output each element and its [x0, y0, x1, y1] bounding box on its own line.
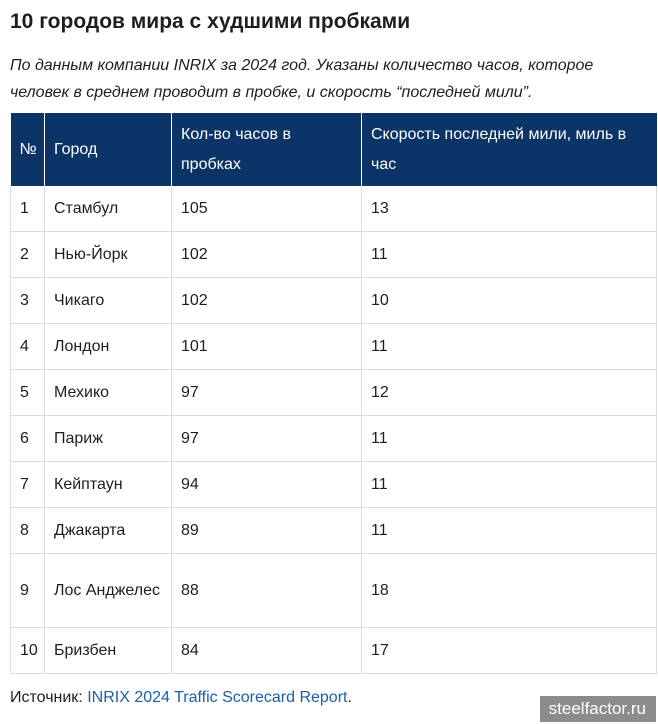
cell-city: Париж — [44, 415, 172, 462]
cell-city: Лос Анджелес — [44, 553, 172, 628]
cell-city: Чикаго — [44, 277, 172, 324]
cell-speed: 11 — [361, 231, 657, 278]
cell-number: 5 — [10, 369, 45, 416]
page-subtitle: По данным компании INRIX за 2024 год. Ук… — [10, 57, 594, 101]
cell-hours: 97 — [171, 415, 362, 462]
source-line: Источник: INRIX 2024 Traffic Scorecard R… — [10, 686, 352, 710]
cell-city: Кейптаун — [44, 461, 172, 508]
table-header-row: № Город Кол-во часов в пробках Скорость … — [10, 113, 657, 186]
cell-hours: 94 — [171, 461, 362, 508]
cell-number: 6 — [10, 415, 45, 462]
cell-speed: 11 — [361, 415, 657, 462]
header-speed: Скорость последней мили, миль в час — [361, 113, 657, 186]
cell-hours: 102 — [171, 231, 362, 278]
table-row: 3 Чикаго 102 10 — [10, 277, 657, 324]
cell-number: 3 — [10, 277, 45, 324]
source-suffix: . — [347, 689, 352, 706]
cell-speed: 13 — [361, 186, 657, 232]
cell-hours: 84 — [171, 627, 362, 674]
cell-city: Нью-Йорк — [44, 231, 172, 278]
cell-hours: 105 — [171, 186, 362, 232]
table-row: 5 Мехико 97 12 — [10, 369, 657, 416]
cell-hours: 88 — [171, 553, 362, 628]
cell-speed: 17 — [361, 627, 657, 674]
cell-speed: 11 — [361, 461, 657, 508]
watermark: steelfactor.ru — [539, 696, 656, 722]
table-row: 4 Лондон 101 11 — [10, 323, 657, 370]
table-row: 10 Бризбен 84 17 — [10, 627, 657, 674]
cell-number: 2 — [10, 231, 45, 278]
cell-number: 1 — [10, 186, 45, 232]
cell-number: 9 — [10, 553, 45, 628]
cell-speed: 12 — [361, 369, 657, 416]
cell-hours: 101 — [171, 323, 362, 370]
source-label: Источник: — [10, 689, 88, 706]
cell-city: Стамбул — [44, 186, 172, 232]
cell-speed: 10 — [361, 277, 657, 324]
cell-number: 8 — [10, 507, 45, 554]
cell-number: 4 — [10, 323, 45, 370]
traffic-table: № Город Кол-во часов в пробках Скорость … — [10, 113, 657, 674]
cell-speed: 11 — [361, 323, 657, 370]
cell-city: Лондон — [44, 323, 172, 370]
page-title: 10 городов мира с худшими пробками — [10, 10, 411, 33]
cell-number: 10 — [10, 627, 45, 674]
table-row: 1 Стамбул 105 13 — [10, 186, 657, 232]
table-row: 7 Кейптаун 94 11 — [10, 461, 657, 508]
source-link[interactable]: INRIX 2024 Traffic Scorecard Report — [87, 689, 348, 706]
cell-speed: 11 — [361, 507, 657, 554]
cell-number: 7 — [10, 461, 45, 508]
cell-hours: 89 — [171, 507, 362, 554]
header-number: № — [10, 113, 45, 186]
table-row: 2 Нью-Йорк 102 11 — [10, 231, 657, 278]
header-city: Город — [44, 113, 172, 186]
cell-hours: 97 — [171, 369, 362, 416]
header-hours: Кол-во часов в пробках — [171, 113, 362, 186]
cell-hours: 102 — [171, 277, 362, 324]
table-row: 9 Лос Анджелес 88 18 — [10, 553, 657, 628]
cell-city: Бризбен — [44, 627, 172, 674]
table-row: 8 Джакарта 89 11 — [10, 507, 657, 554]
cell-city: Джакарта — [44, 507, 172, 554]
table-row: 6 Париж 97 11 — [10, 415, 657, 462]
cell-speed: 18 — [361, 553, 657, 628]
cell-city: Мехико — [44, 369, 172, 416]
